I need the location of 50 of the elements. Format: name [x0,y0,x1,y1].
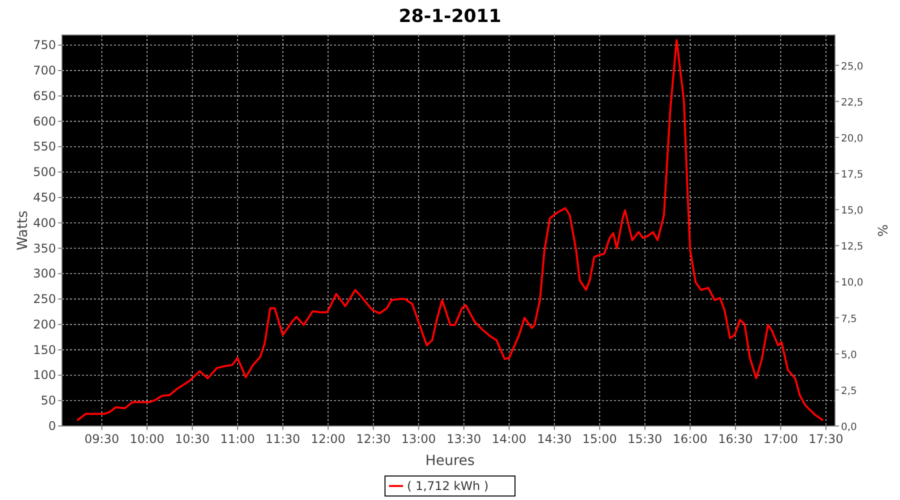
y-tick-label: 300 [33,266,56,281]
y-tick-label: 0 [48,419,56,433]
y-tick-label: 450 [33,190,56,204]
x-tick-label: 17:30 [808,432,844,446]
x-axis-title: Heures [425,453,475,469]
y2-tick-label: 20,0 [841,133,864,144]
x-tick-label: 15:30 [628,432,662,446]
y-tick-label: 350 [33,241,56,256]
x-tick-label: 10:00 [130,432,164,446]
y-tick-label: 600 [33,114,56,128]
y-tick-label: 750 [33,38,56,52]
y-tick-label: 200 [33,317,56,332]
x-tick-label: 16:00 [672,432,708,446]
x-tick-label: 14:30 [537,432,572,446]
x-tick-label: 10:30 [175,432,210,446]
y-tick-label: 650 [33,88,56,103]
y2-tick-label: 25,0 [841,61,864,72]
y2-tick-label: 2,5 [841,386,857,397]
chart-title: 28-1-2011 [398,6,502,27]
y2-tick-label: 22,5 [841,97,864,108]
y2-tick-label: 7,5 [841,314,857,325]
y2-tick-label: 12,5 [841,242,864,253]
y-axis-title: Watts [15,210,31,250]
y-tick-label: 400 [33,216,56,230]
y2-tick-label: 0,0 [841,422,857,433]
y-tick-label: 700 [33,64,56,78]
y-tick-label: 250 [33,292,56,306]
y-tick-label: 550 [33,140,56,154]
x-tick-label: 12:00 [310,432,346,446]
legend-label: ( 1,712 kWh ) [407,479,489,493]
y2-tick-label: 17,5 [841,170,864,181]
x-tick-label: 14:00 [492,432,526,446]
x-tick-label: 16:30 [718,432,753,446]
y2-tick-label: 10,0 [841,278,864,289]
x-tick-label: 13:30 [446,432,482,446]
x-tick-label: 09:30 [84,432,120,446]
x-tick-label: 17:00 [763,432,798,446]
y-tick-label: 150 [33,342,56,357]
y-tick-label: 500 [33,165,56,180]
x-tick-label: 13:00 [401,432,436,446]
line-series [76,39,824,421]
y2-tick-label: 5,0 [841,350,857,361]
x-tick-label: 15:00 [582,432,617,446]
y2-axis-title: % [874,224,889,237]
x-tick-label: 12:30 [356,432,391,446]
y2-tick-label: 15,0 [841,206,864,217]
y-tick-label: 50 [40,394,56,408]
y-tick-label: 100 [33,368,56,382]
x-tick-label: 11:30 [266,432,300,446]
x-tick-label: 11:00 [220,432,255,446]
